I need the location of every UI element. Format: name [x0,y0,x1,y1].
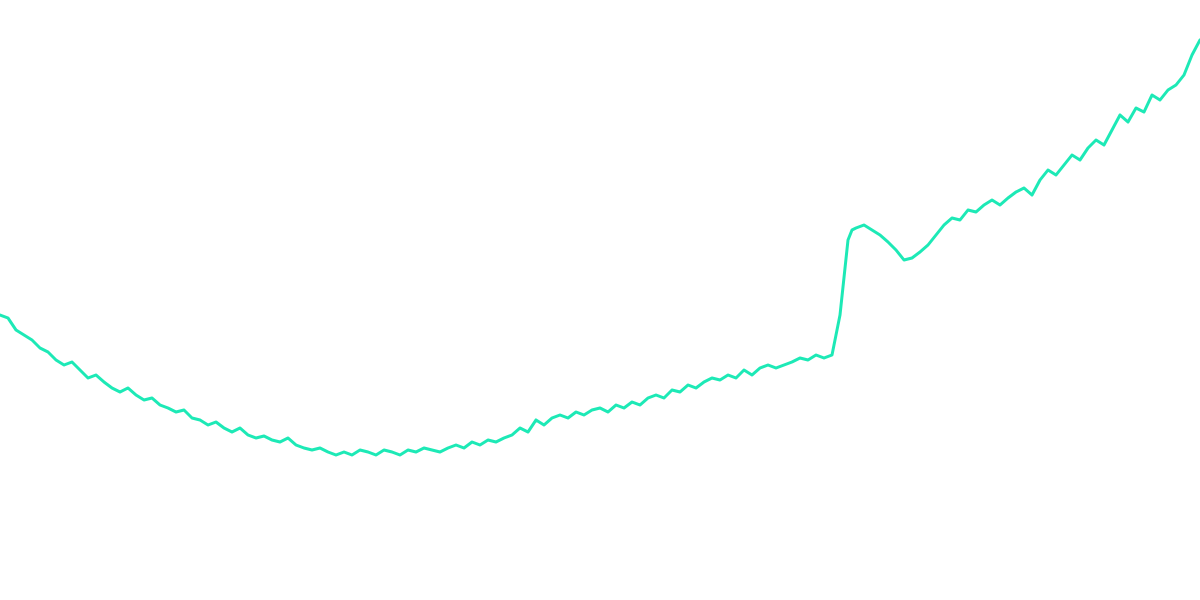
chart-svg [0,0,1200,600]
chart-line [0,40,1200,455]
line-chart [0,0,1200,600]
